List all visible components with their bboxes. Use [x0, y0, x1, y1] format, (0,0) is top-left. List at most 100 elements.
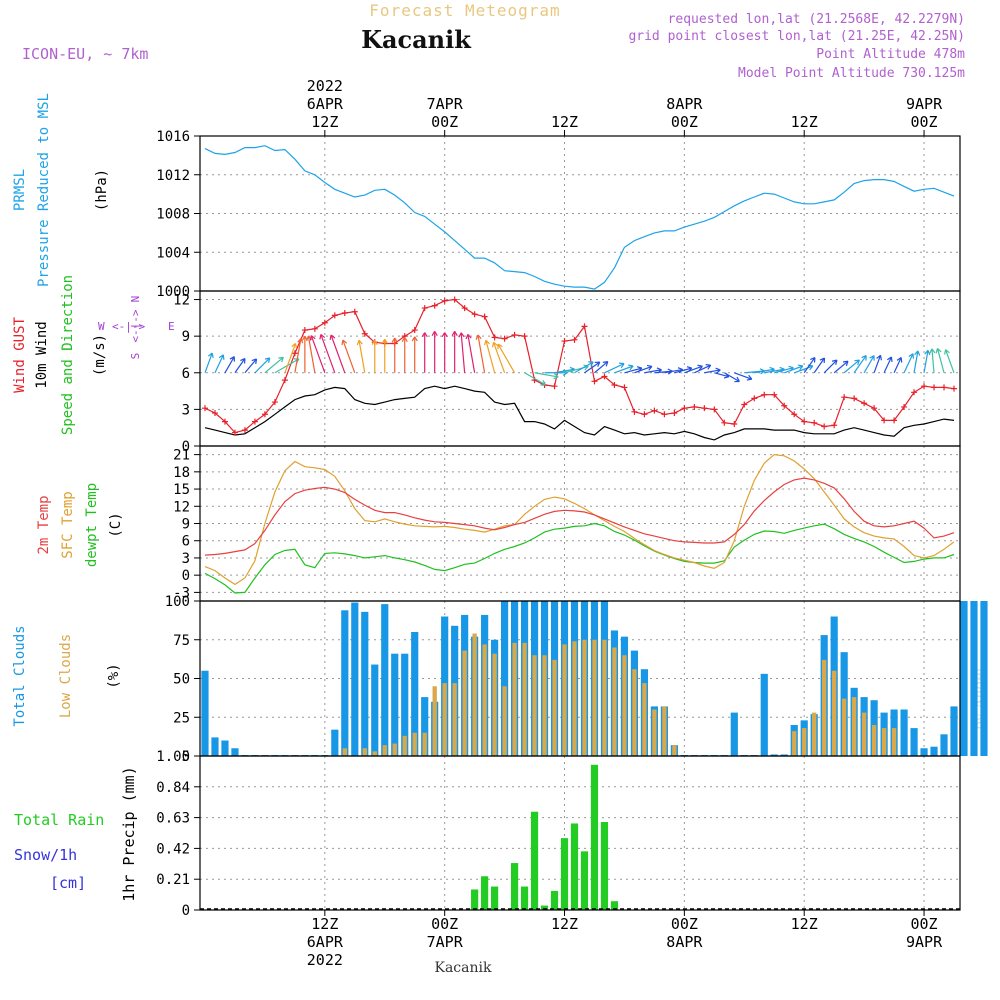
- y-tick-label: -3: [173, 585, 190, 601]
- y-tick-label: 9: [182, 517, 190, 533]
- gust-marker: [311, 325, 318, 332]
- gust-marker: [671, 410, 678, 417]
- gust-marker: [501, 335, 508, 342]
- wind-arrow: [301, 335, 308, 373]
- gust-marker: [271, 399, 278, 406]
- wind-arrow: [843, 359, 860, 374]
- panel-label-line: (%): [106, 663, 122, 688]
- low-cloud-bar: [672, 745, 677, 756]
- y-tick-label: 0.42: [156, 841, 190, 857]
- total-cloud-bar: [401, 653, 409, 756]
- y-tick-label: 0.21: [156, 872, 190, 888]
- wind-arrow: [734, 372, 753, 381]
- low-cloud-bar: [652, 709, 657, 756]
- y-tick-label: 1004: [156, 245, 190, 261]
- rain-bar: [471, 889, 479, 910]
- low-cloud-bar: [812, 712, 817, 756]
- total-cloud-bar: [770, 754, 778, 756]
- time-label: 12Z: [311, 113, 338, 131]
- gust-marker: [731, 421, 738, 428]
- y-tick-label: 0: [182, 568, 190, 584]
- y-tick-label: 3: [182, 551, 190, 567]
- gust-marker: [551, 383, 558, 390]
- gust-marker: [821, 423, 828, 430]
- gust-marker: [571, 336, 578, 343]
- panel-label-line: (hPa): [94, 169, 110, 211]
- y-tick-label: 0.84: [156, 780, 190, 796]
- time-label: 2022: [307, 951, 343, 969]
- total-cloud-bar: [930, 746, 938, 756]
- time-label: 7APR: [427, 933, 464, 951]
- low-cloud-bar: [632, 669, 637, 756]
- wind-arrow: [475, 334, 486, 373]
- gust-marker: [331, 312, 338, 319]
- wind-arrow: [483, 339, 496, 373]
- y-tick-label: 9: [182, 329, 190, 345]
- wind-label: Wind GUST 10m Wind Speed and Direction (m/s…: [12, 275, 108, 435]
- gust-marker: [641, 411, 648, 418]
- wind-arrow: [401, 337, 408, 373]
- wind-arrow: [294, 338, 304, 373]
- gust-marker: [611, 381, 618, 388]
- gust-marker: [761, 391, 768, 398]
- low-cloud-bar: [881, 728, 887, 756]
- total-cloud-bar: [730, 712, 738, 756]
- rain-bar: [550, 890, 559, 910]
- wind-arrow: [803, 356, 816, 374]
- low-cloud-bar: [342, 748, 347, 756]
- wind-arrow: [784, 364, 804, 374]
- low-cloud-bar: [562, 644, 567, 756]
- wind-arrow: [371, 340, 378, 373]
- gust-marker: [321, 319, 328, 326]
- wind-arrow: [704, 367, 721, 374]
- y-tick-label: 12: [173, 293, 190, 309]
- panel-precipitation: 0 0.21 0.42 0.63 0.84 1.05: [156, 749, 960, 919]
- low-cloud-bar: [512, 642, 517, 756]
- wind-arrow: [356, 339, 366, 373]
- panel-label-line: Wind GUST: [12, 317, 28, 393]
- wind-arrow: [594, 360, 609, 374]
- wind-arrow: [284, 342, 298, 373]
- total-cloud-bar: [201, 670, 209, 756]
- wind-arrow: [224, 356, 235, 374]
- low-cloud-bar: [452, 683, 457, 756]
- gust-marker: [241, 427, 248, 434]
- low-cloud-bar: [372, 751, 377, 756]
- gridpoint-coords: grid point closest lon,lat (21.25E, 42.2…: [628, 29, 965, 44]
- low-cloud-bar: [642, 683, 647, 756]
- time-label: 9APR: [906, 95, 943, 113]
- wind-arrow: [451, 331, 458, 373]
- wind-arrow: [524, 372, 546, 386]
- total-cloud-bar: [970, 601, 978, 756]
- y-tick-label: 50: [173, 672, 190, 688]
- rain-bar: [530, 811, 539, 910]
- gust-marker: [411, 327, 418, 334]
- wind-arrow: [794, 364, 814, 374]
- low-cloud-bar: [412, 732, 417, 756]
- wind-arrow: [694, 364, 712, 374]
- y-tick-label: 3: [182, 402, 190, 418]
- total-cloud-bar: [411, 632, 419, 756]
- wind-arrow: [204, 352, 214, 373]
- panel-label-line: PRMSL: [12, 169, 28, 211]
- precip-legend-line: Snow/1h: [14, 846, 77, 864]
- low-cloud-bar: [552, 659, 557, 756]
- total-cloud-bar: [351, 602, 359, 756]
- panel-label-line: Total Clouds: [12, 625, 28, 726]
- gust-marker: [701, 405, 708, 412]
- gust-marker: [951, 385, 958, 392]
- total-cloud-bar: [501, 601, 509, 756]
- total-cloud-bar: [760, 673, 768, 756]
- low-cloud-bar: [522, 642, 527, 756]
- y-tick-label: 1016: [156, 129, 190, 145]
- gust-marker: [941, 384, 948, 391]
- y-tick-label: 25: [173, 710, 190, 726]
- rain-bar: [560, 838, 569, 910]
- precip-axis-label: 1hr Precip (mm): [120, 766, 138, 901]
- wind-arrow: [329, 334, 346, 373]
- wind-arrow: [853, 355, 867, 374]
- low-cloud-bar: [861, 712, 867, 756]
- time-label: 6APR: [307, 95, 344, 113]
- wind-arrow: [381, 338, 388, 373]
- wind-arrow: [431, 331, 438, 373]
